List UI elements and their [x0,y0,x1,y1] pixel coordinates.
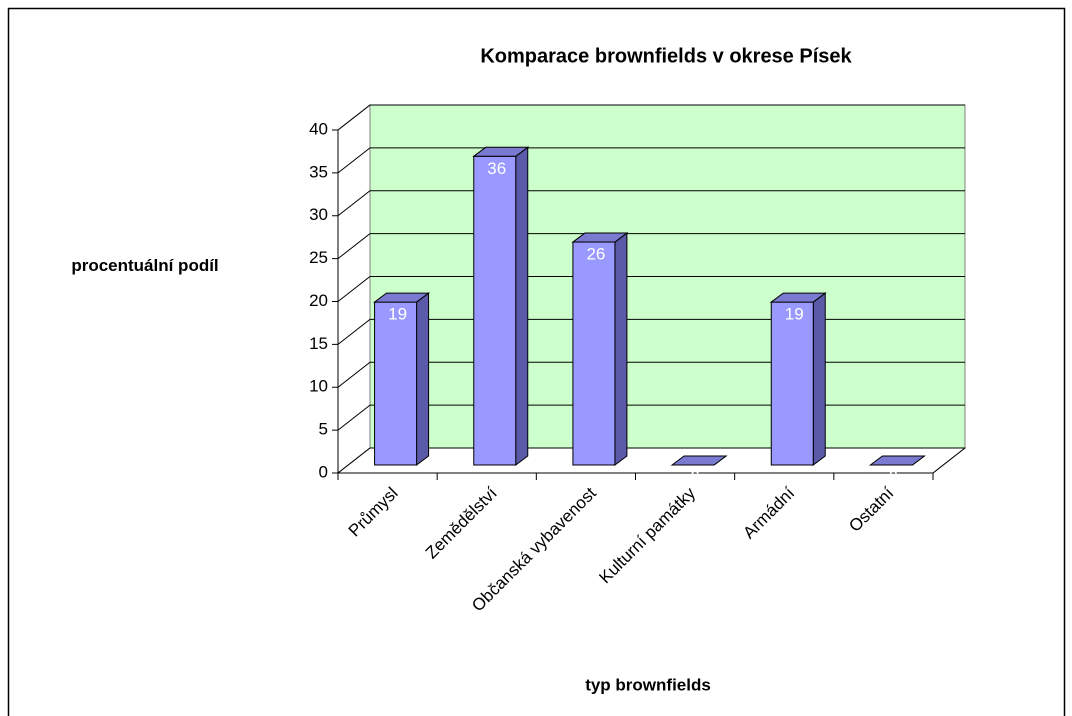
x-axis-depth [932,447,966,474]
grid-line [337,190,965,217]
value-label: 0 [889,467,898,486]
y-axis-label: procentuální podíl [71,256,219,275]
floor [336,447,967,474]
bar-side [614,232,628,466]
bar-side [515,146,529,466]
bar-top [571,232,629,243]
chart-border [7,7,1066,716]
bar-side [416,292,430,466]
bar-front [770,301,814,466]
y-tick-label: 0 [319,462,328,481]
x-tick-label: Zemědělství [422,483,501,562]
x-tick-label: Ostatní [845,483,897,535]
grid-line [337,447,965,474]
grid-line [337,361,965,388]
bar [373,292,431,466]
bar-front [473,155,517,466]
grid-line [337,404,965,431]
y-tick-label: 20 [309,291,328,310]
grid-line [337,318,965,345]
value-label: 19 [388,305,407,324]
bar-top [472,146,530,157]
y-tick-label: 10 [309,377,328,396]
y-tick-label: 5 [319,420,328,439]
x-tick-label: Armádní [739,483,798,542]
value-label: 19 [785,305,804,324]
y-tick-label: 15 [309,334,328,353]
bar-front [572,241,616,466]
grid-line [337,276,965,302]
bar-top [670,455,728,466]
bar-top [769,292,827,303]
grid-line [337,104,965,131]
bar-side [812,292,826,466]
bar [769,292,827,466]
x-tick-label: Průmysl [345,484,402,541]
grid-line [337,147,965,174]
bar [472,146,530,466]
grid-line [337,233,965,260]
chart-title: Komparace brownfields v okrese Písek [480,45,852,67]
value-label: 26 [586,245,605,264]
y-tick-label: 35 [309,162,328,181]
value-label: 0 [690,467,699,486]
bar [670,455,728,466]
bar-top [373,292,431,303]
x-axis-label: typ brownfields [585,675,711,694]
bar-front [374,301,418,466]
bar [571,232,629,466]
y-tick-label: 30 [309,205,328,224]
y-tick-label: 25 [309,248,328,267]
bar [868,455,926,466]
x-tick-label: Kulturní památky [595,483,699,587]
bar-top [868,455,926,466]
y-tick-label: 40 [309,119,328,138]
value-label: 36 [487,159,506,178]
